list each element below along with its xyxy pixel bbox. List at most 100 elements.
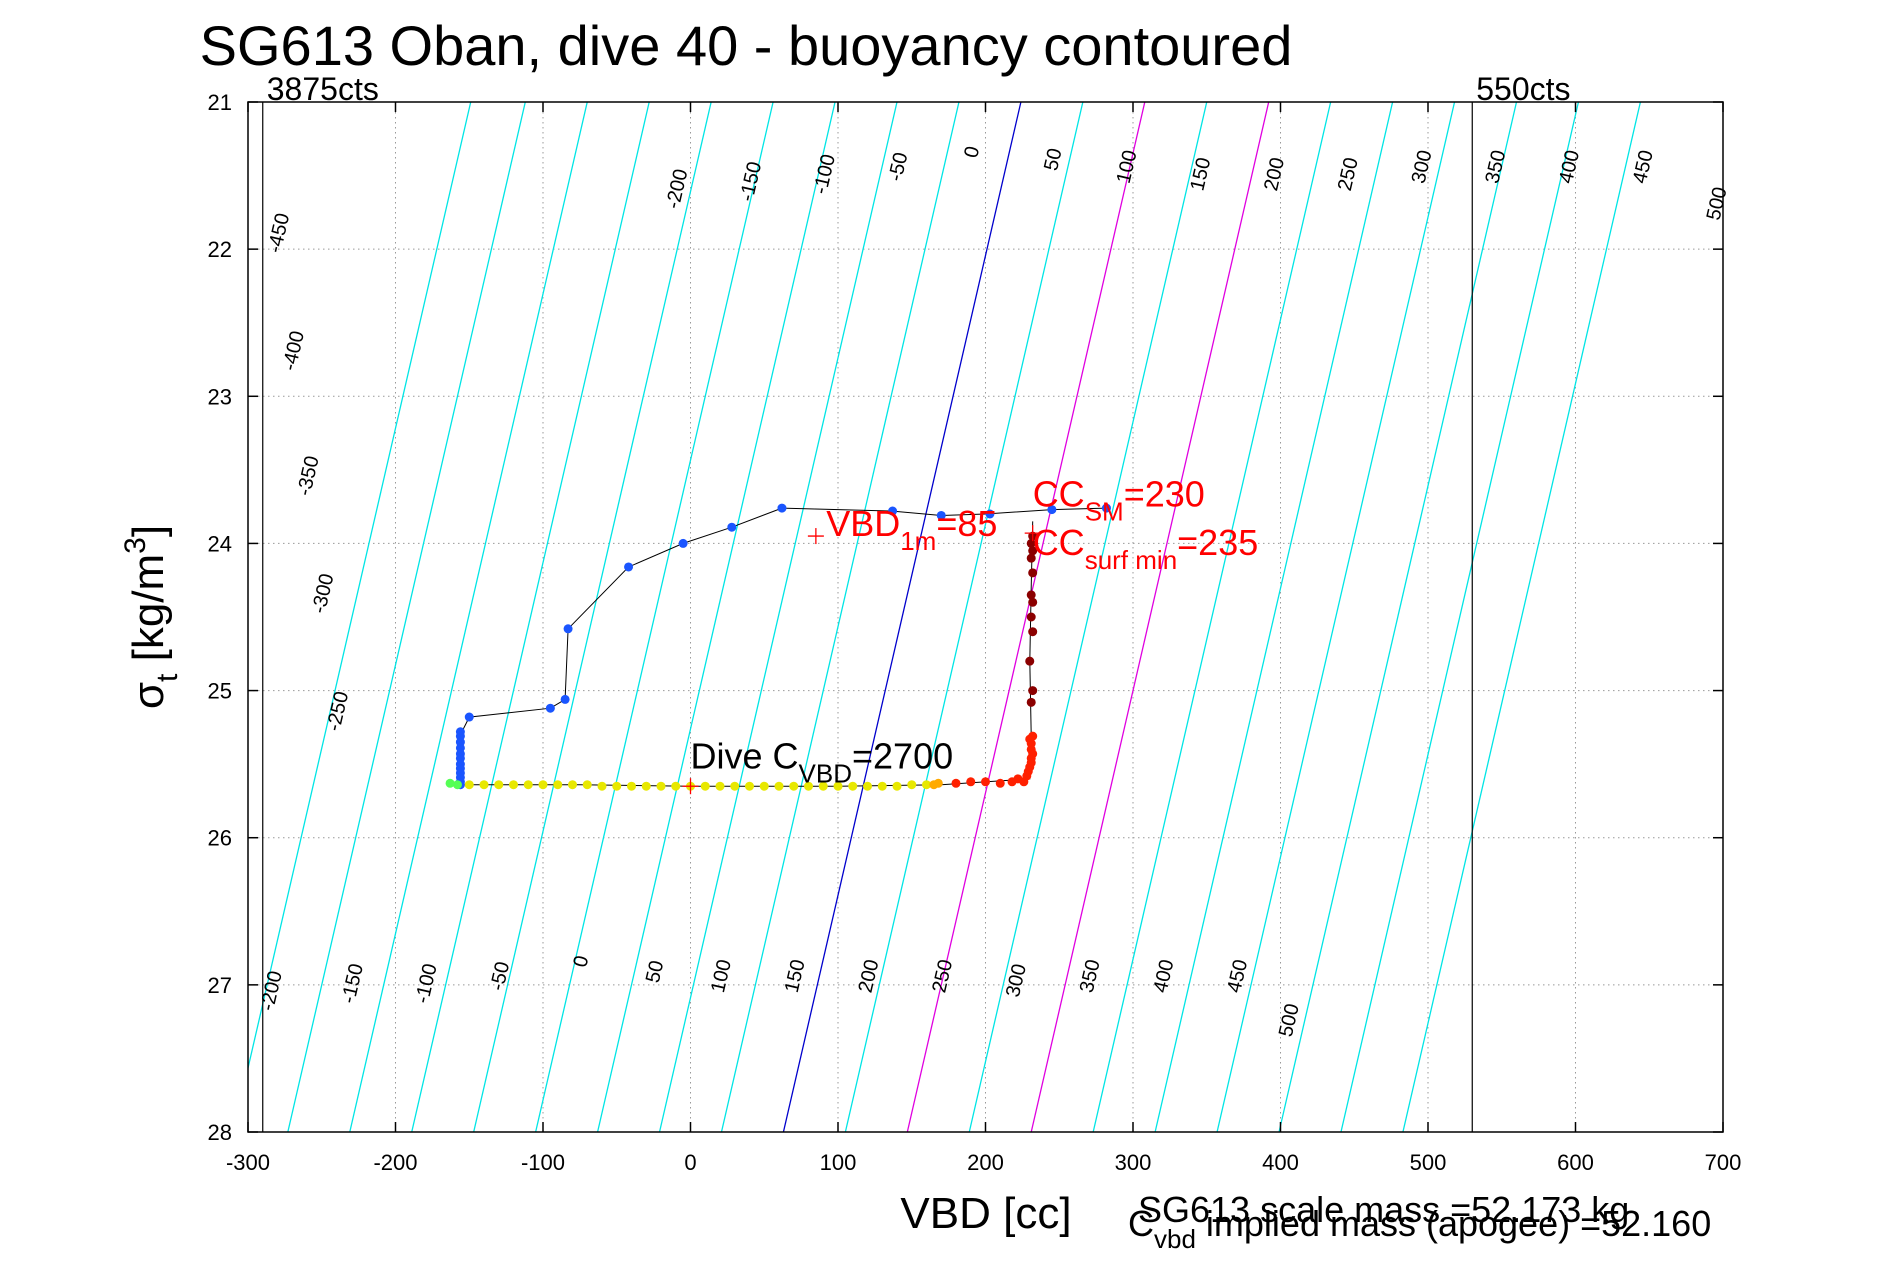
red-point xyxy=(995,778,1005,788)
cross-markers xyxy=(682,525,1041,795)
yellow-point xyxy=(612,781,622,791)
yellow-point xyxy=(774,781,784,791)
darkred-point xyxy=(1026,553,1036,563)
green-point xyxy=(452,780,462,790)
x-tick-label: -200 xyxy=(373,1150,417,1175)
x-axis-label: VBD [cc] xyxy=(900,1189,1071,1238)
x-tick-label: 700 xyxy=(1705,1150,1742,1175)
yellow-point xyxy=(671,781,681,791)
contour-line xyxy=(1154,102,1394,1132)
blue-point xyxy=(777,503,787,513)
footer-c-tail: implied mass (apogee) =52.160 xyxy=(1196,1203,1711,1244)
darkred-point xyxy=(1028,597,1038,607)
y-label-close: ] xyxy=(124,525,173,537)
yellow-point xyxy=(892,781,902,791)
yellow-point xyxy=(907,780,917,790)
red-point xyxy=(1028,731,1038,741)
yellow-point xyxy=(759,781,769,791)
y-label-symbol: σ xyxy=(124,682,173,709)
yellow-point xyxy=(464,780,474,790)
contour-line xyxy=(720,102,960,1132)
contour-line xyxy=(534,102,774,1132)
contour-line xyxy=(473,102,712,1132)
footer-c-sub: vbd xyxy=(1154,1224,1196,1254)
blue-point xyxy=(1101,503,1111,513)
annotation-main: CC xyxy=(1033,522,1085,563)
darkred-point xyxy=(1026,697,1036,707)
yellow-point xyxy=(582,780,592,790)
blue-point xyxy=(678,538,688,548)
contour-label: 0 xyxy=(960,144,984,160)
yellow-point xyxy=(745,781,754,791)
yellow-point xyxy=(509,780,518,790)
green-point xyxy=(445,778,455,788)
yellow-point xyxy=(494,780,504,790)
yellow-point xyxy=(656,781,666,791)
annotation-main: VBD xyxy=(826,503,900,544)
blue-point xyxy=(464,712,474,722)
blue-point xyxy=(1047,505,1057,515)
yellow-point xyxy=(804,781,813,791)
footer-mass-line2: Cvbd implied mass (apogee) =52.160 xyxy=(1128,1203,1711,1254)
contour-line xyxy=(968,102,1208,1132)
contour-label: 0 xyxy=(569,954,593,970)
contour-line xyxy=(596,102,836,1132)
y-tick-label: 24 xyxy=(208,531,232,556)
darkred-point xyxy=(1028,686,1038,696)
y-axis-ticks: 21 22 23 24 25 26 27 28 xyxy=(208,90,1723,1145)
yellow-point xyxy=(848,781,858,791)
yellow-point xyxy=(833,781,843,791)
yellow-point xyxy=(523,780,533,790)
blue-point xyxy=(563,624,573,634)
annotation-value: =230 xyxy=(1124,474,1205,515)
contour-line xyxy=(1278,102,1518,1132)
y-label-units: [kg/m xyxy=(124,554,173,674)
annotation-sub: VBD xyxy=(799,759,852,789)
contour-line xyxy=(248,102,472,1071)
footer-c-prefix: C xyxy=(1128,1203,1154,1244)
contour-line xyxy=(411,102,650,1132)
annotation-value: =2700 xyxy=(852,736,953,777)
annotation-main: CC xyxy=(1033,474,1085,515)
darkred-point xyxy=(1026,590,1036,600)
contour-line xyxy=(1340,102,1580,1132)
y-axis-label: σt [kg/m3] xyxy=(119,525,184,709)
x-tick-label: 600 xyxy=(1557,1150,1594,1175)
orange-point xyxy=(933,778,943,788)
blue-point xyxy=(936,510,946,520)
vbd-limit-lines: 3875cts 550cts xyxy=(262,71,1571,1132)
red-point xyxy=(966,777,976,787)
darkred-point xyxy=(1026,538,1036,548)
contour-line xyxy=(1030,102,1270,1132)
contour-line xyxy=(658,102,898,1132)
grid xyxy=(248,102,1723,1132)
x-tick-label: 500 xyxy=(1410,1150,1447,1175)
x-tick-label: 100 xyxy=(820,1150,857,1175)
buoyancy-contours xyxy=(248,102,1642,1132)
annotation-sub: SM xyxy=(1085,497,1124,527)
annotation-main: Dive C xyxy=(691,736,799,777)
x-tick-label: 300 xyxy=(1115,1150,1152,1175)
red-point xyxy=(951,778,961,788)
x-tick-label: 400 xyxy=(1262,1150,1299,1175)
dive-points xyxy=(445,503,1111,791)
x-tick-label: -300 xyxy=(226,1150,270,1175)
yellow-point xyxy=(818,781,828,791)
darkred-point xyxy=(1025,656,1035,666)
yellow-point xyxy=(877,781,887,791)
annotation-value: =85 xyxy=(936,503,997,544)
blue-point xyxy=(888,506,898,516)
vbd-limit-label: 550cts xyxy=(1476,71,1570,107)
yellow-point xyxy=(553,780,563,790)
contour-line xyxy=(1402,102,1642,1132)
yellow-point xyxy=(715,781,725,791)
contour-line xyxy=(844,102,1084,1132)
y-label-sub: t xyxy=(151,673,184,682)
darkred-point xyxy=(1028,627,1038,637)
contour-line xyxy=(349,102,588,1132)
contour-line xyxy=(287,102,526,1132)
footer-mass-line1: SG613 scale mass =52.173 kg xyxy=(1138,1189,1629,1230)
annotation-vbd1m: VBD1m=85 xyxy=(826,503,997,556)
yellow-point xyxy=(922,780,931,790)
